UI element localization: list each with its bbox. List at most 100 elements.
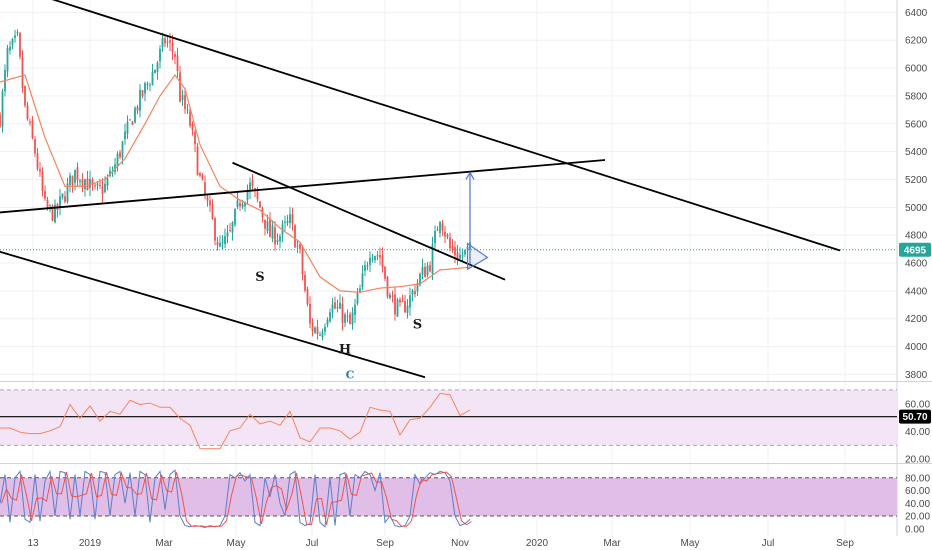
candle-body [284,221,286,223]
candle-body [334,302,336,309]
candle-body [21,57,24,89]
candle-body [51,205,54,221]
price-tick-label: 5800 [905,91,928,102]
candle-body [69,175,71,185]
candle-body [209,200,211,206]
candle-body [426,265,429,276]
candle-body [64,196,66,202]
candle-body [436,230,439,232]
candle-body [29,121,31,123]
axes: 13 2019 Mar May Jul Sep Nov 2020 Mar May Jul Sep 380… [27,8,931,549]
candle-body [384,266,386,279]
candle-body [374,256,376,261]
candle-body [91,179,94,185]
candle-body [351,312,354,325]
price-tick-label: 5600 [905,119,928,130]
candle-body [431,244,434,275]
candle-body [414,291,416,295]
candle-body [231,222,234,233]
x-tick-label: May [681,538,700,549]
last-price-label: 4695 [904,245,927,256]
trendline [51,0,841,252]
oscillator-bands [0,389,897,517]
candle-body [304,274,306,291]
candle-body [46,199,49,208]
candle-body [19,33,21,57]
candle-body [126,121,129,135]
rsi-band [0,389,897,446]
stoch-d-line [1,471,472,528]
candle-body [136,106,139,111]
candle-body [394,294,396,315]
pattern-label: S [413,317,422,332]
candle-body [201,174,204,180]
price-tick-label: 4000 [905,342,928,353]
candle-body [174,54,176,57]
candle-body [186,109,189,111]
price-tick-label: 4400 [905,286,928,297]
candle-body [276,240,279,243]
candle-body [79,180,81,182]
x-tick-label: Mar [603,538,621,549]
rsi-value-badge [899,409,931,424]
candle-body [1,91,4,127]
last-price-badge [899,242,931,257]
candle-body [54,204,56,223]
candle-body [246,190,249,201]
candle-body [199,173,201,176]
x-tick-label: Nov [451,538,469,549]
projection-arrowhead [465,171,475,180]
moving-average-line [0,73,471,293]
stoch-tick-label: 80.00 [905,473,930,484]
candle-body [169,40,171,43]
candle-body [446,234,449,237]
stoch-tick-label: 0.00 [905,524,925,535]
candle-body [464,249,466,255]
candle-body [286,220,289,224]
candle-body [44,191,46,199]
candle-body [341,303,344,323]
stoch-band [0,477,897,517]
x-tick-label: 2020 [526,538,549,549]
candle-body [101,186,104,195]
candle-body [461,255,464,257]
candle-body [439,221,441,234]
candle-body [359,288,361,293]
candle-body [424,266,426,278]
candle-body [354,304,356,315]
candle-body [331,304,334,312]
candle-body [369,257,371,266]
candle-body [59,196,61,208]
candle-body [309,304,311,324]
candle-body [289,214,291,223]
candle-body [116,153,119,167]
candle-body [61,193,64,198]
price-tick-label: 5400 [905,147,928,158]
x-tick-label: 2019 [79,538,102,549]
candle-body [106,178,109,186]
candle-body [94,185,96,187]
candle-body [171,42,174,52]
candle-body [294,225,296,248]
pattern-label: C [346,369,355,382]
candle-body [269,218,271,238]
candle-body [274,227,276,245]
candle-body [124,131,126,140]
stoch-tick-label: 60.00 [905,486,930,497]
candle-body [211,204,214,220]
candle-body [249,182,251,192]
candle-body [109,170,111,176]
candle-body [306,289,309,305]
candle-body [449,237,451,249]
candle-body [26,105,29,120]
candle-body [329,312,331,322]
candle-body [104,183,106,192]
candle-body [164,38,166,44]
candle-body [339,302,341,309]
candle-body [279,235,281,242]
candle-body [49,205,51,207]
candle-body [236,200,239,207]
candle-body [149,84,151,86]
pattern-label: S [255,270,264,285]
x-tick-label: Sep [836,538,854,549]
